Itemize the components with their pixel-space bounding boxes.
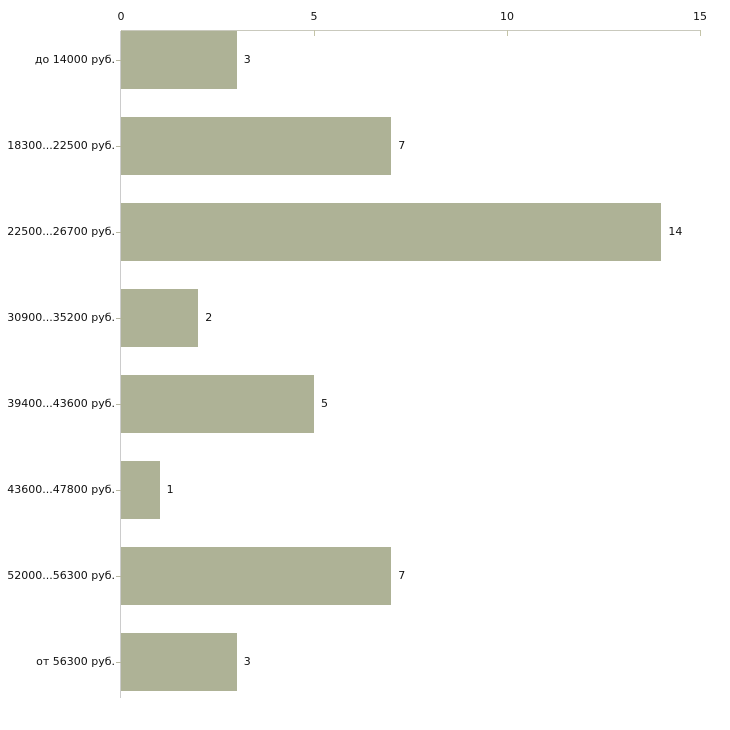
x-axis-tick-label: 0 <box>117 10 125 23</box>
bar-value-label: 7 <box>398 139 406 152</box>
category-label: 52000...56300 руб. <box>7 569 115 582</box>
chart-row: 52000...56300 руб. 7 <box>0 547 730 605</box>
bar[interactable] <box>121 461 160 519</box>
chart-row: 43600...47800 руб. 1 <box>0 461 730 519</box>
x-axis-tick <box>700 30 701 36</box>
bar-value-label: 5 <box>321 397 328 410</box>
bar[interactable] <box>121 289 199 347</box>
category-label: 43600...47800 руб. <box>7 483 115 496</box>
bar[interactable] <box>121 31 237 89</box>
x-axis-tick-label: 15 <box>693 10 707 23</box>
bar[interactable] <box>121 375 314 433</box>
chart-row: 30900...35200 руб. 2 <box>0 289 730 347</box>
bar-value-label: 2 <box>205 311 213 324</box>
category-tick <box>116 60 121 61</box>
category-label: 30900...35200 руб. <box>7 311 115 324</box>
chart-row: 18300...22500 руб. 7 <box>0 117 730 175</box>
category-tick <box>116 490 121 491</box>
x-axis-tick-label: 5 <box>310 10 318 23</box>
x-axis-tick <box>314 30 315 36</box>
chart-row: 39400...43600 руб. 5 <box>0 375 730 433</box>
bar-value-label: 3 <box>243 655 251 668</box>
category-tick <box>116 146 121 147</box>
category-tick <box>116 404 121 405</box>
chart-row: 22500...26700 руб. 14 <box>0 203 730 261</box>
x-axis-line <box>121 30 701 31</box>
bar[interactable] <box>121 633 237 691</box>
x-axis-tick-label: 10 <box>500 10 514 23</box>
category-label: от 56300 руб. <box>36 655 115 668</box>
category-tick <box>116 232 121 233</box>
bar-value-label: 1 <box>166 483 174 496</box>
bar[interactable] <box>121 203 662 261</box>
category-tick <box>116 576 121 577</box>
x-axis-tick <box>507 30 508 36</box>
chart-row: от 56300 руб. 3 <box>0 633 730 691</box>
chart-row: до 14000 руб. 3 <box>0 31 730 89</box>
bar[interactable] <box>121 547 392 605</box>
bar-value-label: 3 <box>243 53 251 66</box>
category-tick <box>116 318 121 319</box>
category-label: 18300...22500 руб. <box>7 139 115 152</box>
bar-value-label: 14 <box>668 225 683 238</box>
y-axis-line <box>120 31 121 698</box>
category-label: до 14000 руб. <box>34 53 115 66</box>
category-label: 39400...43600 руб. <box>7 397 115 410</box>
bar[interactable] <box>121 117 392 175</box>
category-tick <box>116 662 121 663</box>
bar-value-label: 7 <box>398 569 406 582</box>
category-label: 22500...26700 руб. <box>7 225 115 238</box>
